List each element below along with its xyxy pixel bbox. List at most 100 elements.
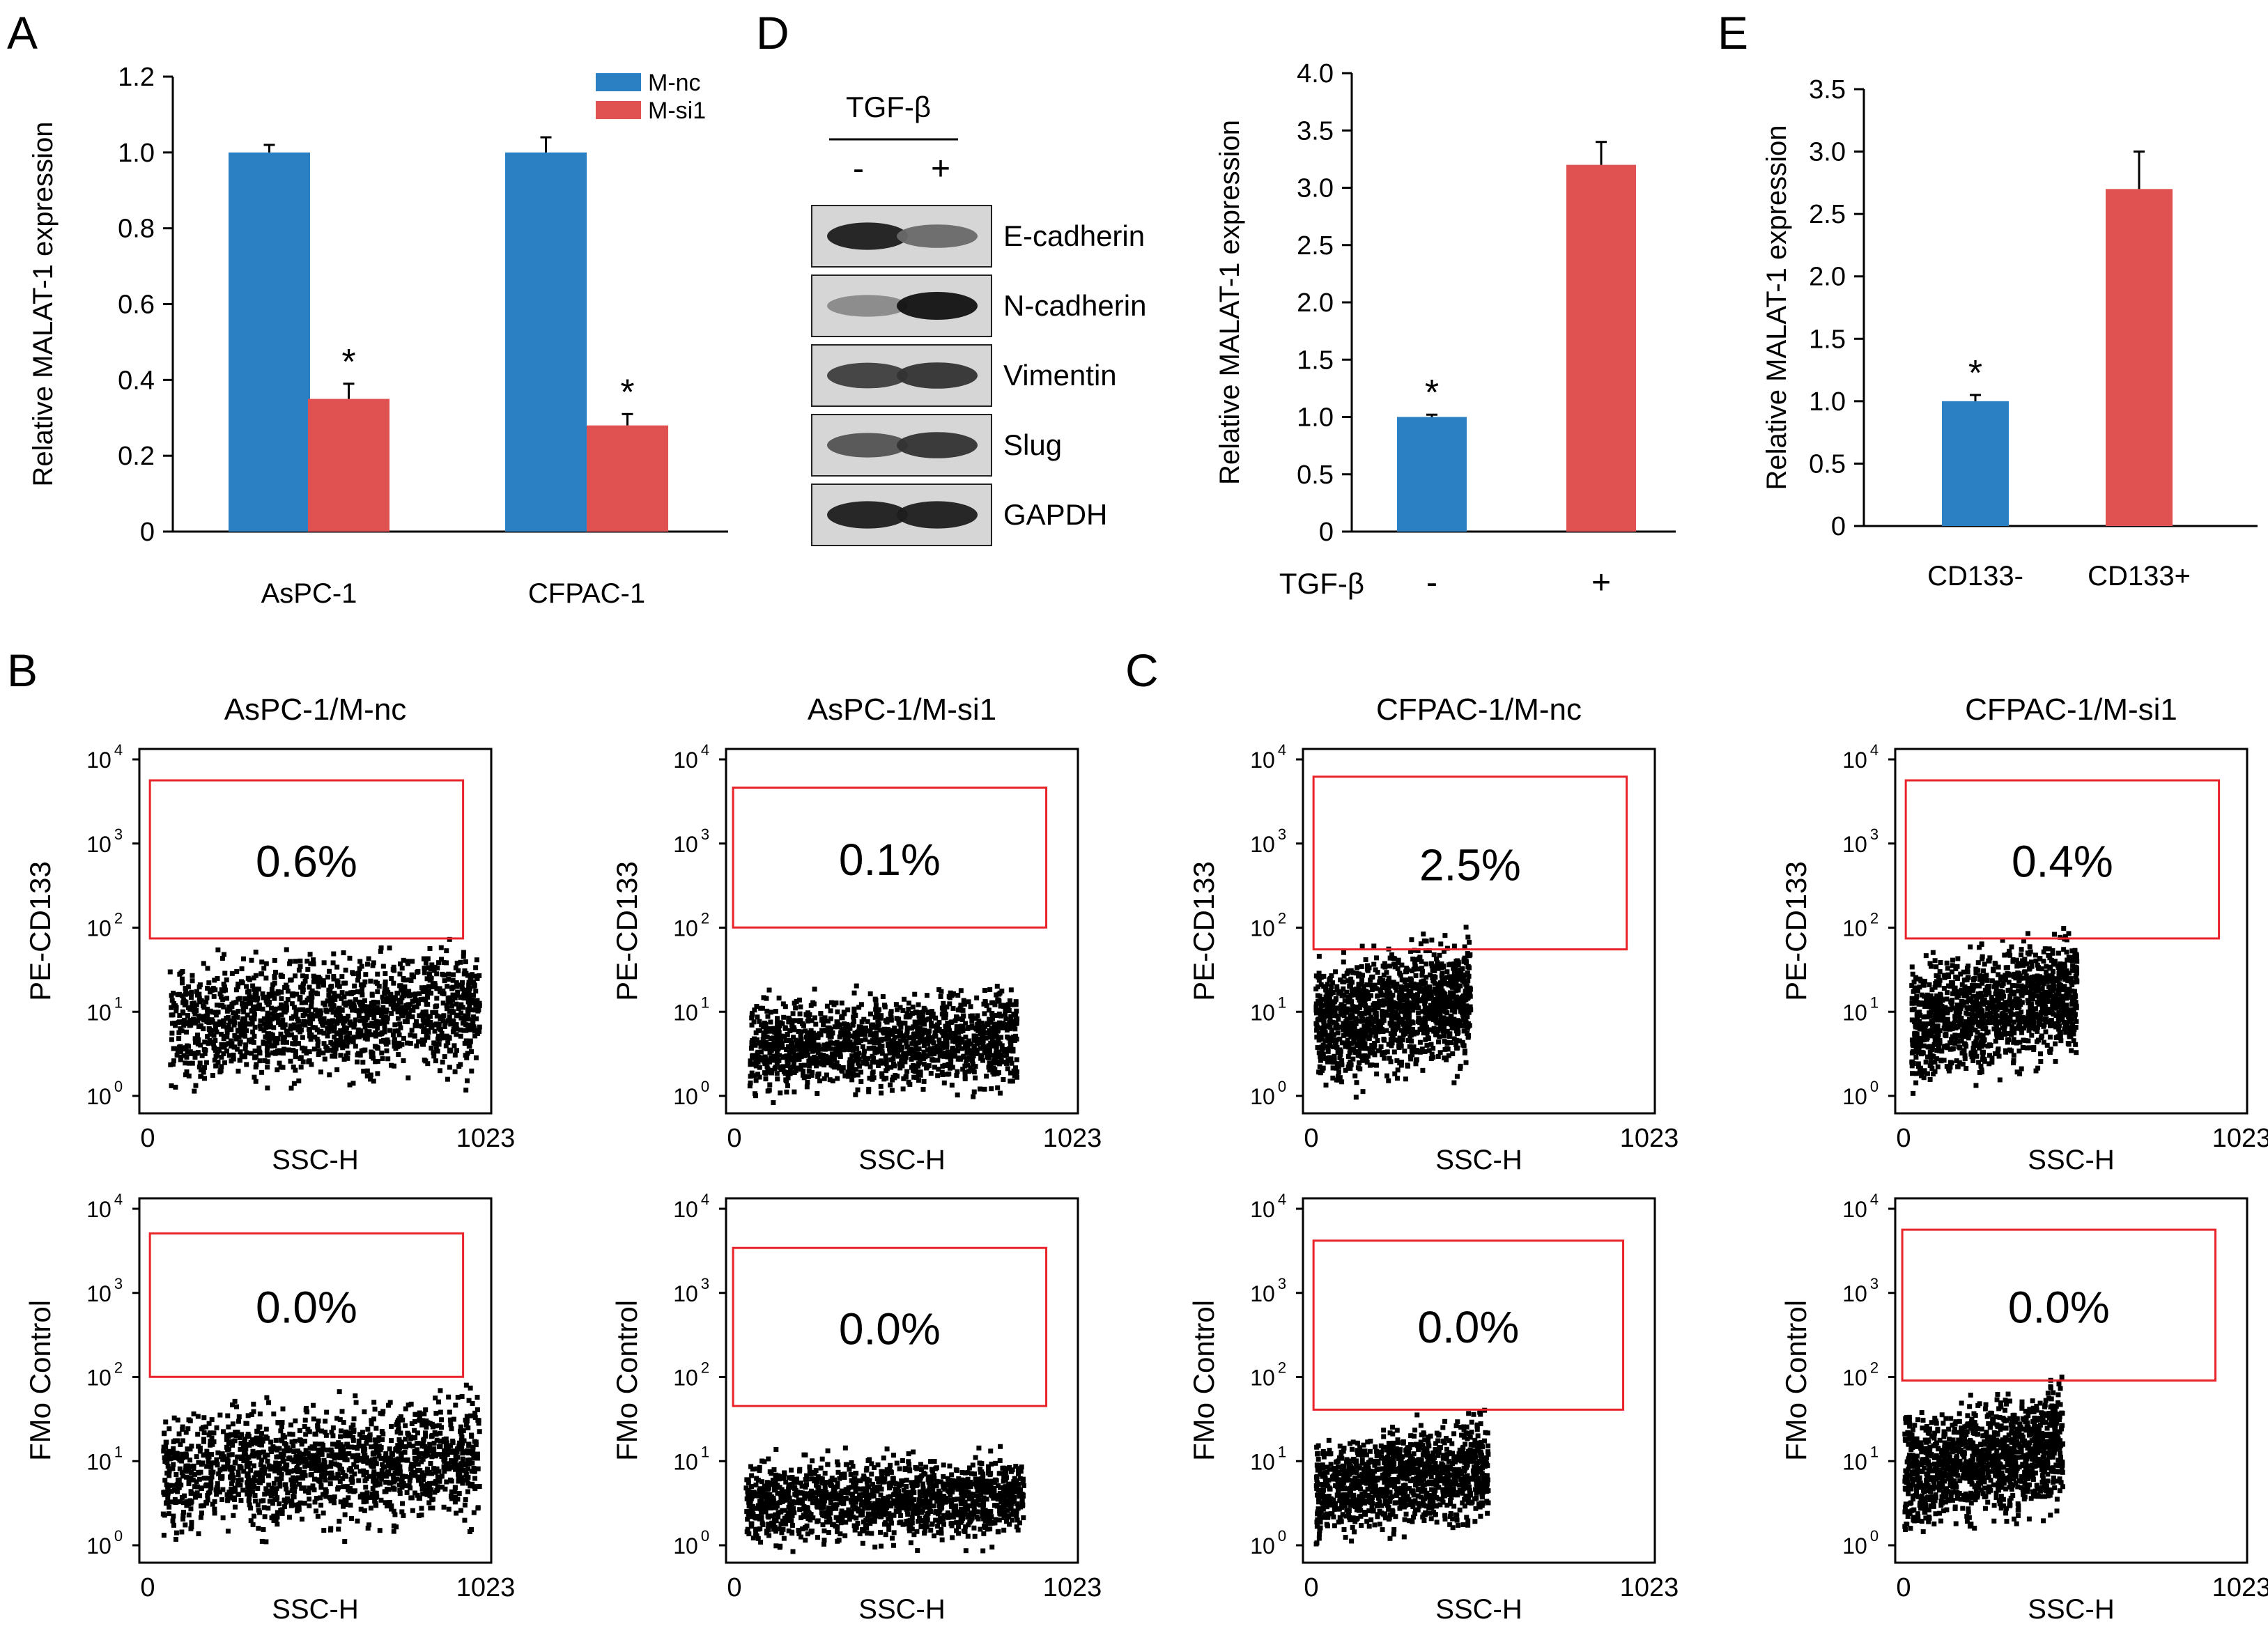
scatter-dot bbox=[973, 1075, 978, 1081]
scatter-dot bbox=[796, 1046, 801, 1052]
scatter-dot bbox=[245, 989, 251, 995]
scatter-dot bbox=[1975, 1030, 1980, 1035]
y-tick-label: 3.5 bbox=[1809, 75, 1846, 105]
scatter-dot bbox=[454, 1032, 459, 1037]
scatter-dot bbox=[1444, 1028, 1450, 1034]
scatter-dot bbox=[904, 1011, 910, 1016]
scatter-dot bbox=[885, 1034, 890, 1039]
scatter-dot bbox=[946, 1071, 952, 1076]
scatter-dot bbox=[261, 1016, 267, 1021]
scatter-dot bbox=[231, 1015, 237, 1021]
scatter-dot bbox=[375, 1071, 380, 1076]
scatter-dot bbox=[1445, 1021, 1451, 1026]
scatter-dot bbox=[888, 1082, 893, 1088]
scatter-dot bbox=[866, 1086, 872, 1092]
scatter-dot bbox=[969, 1051, 975, 1056]
scatter-dot bbox=[356, 999, 362, 1005]
scatter-dot bbox=[1388, 980, 1394, 986]
scatter-dot bbox=[242, 1054, 248, 1060]
scatter-dot bbox=[1434, 1021, 1440, 1026]
scatter-dot bbox=[406, 993, 412, 999]
scatter-dot bbox=[756, 1054, 762, 1060]
scatter-dot bbox=[420, 1016, 426, 1022]
scatter-dot bbox=[215, 1022, 221, 1028]
scatter-dot bbox=[1405, 1063, 1410, 1069]
scatter-dot bbox=[1463, 1060, 1469, 1065]
scatter-dot bbox=[1405, 1012, 1410, 1018]
blot-protein-label: Vimentin bbox=[1003, 359, 1117, 392]
scatter-dot bbox=[422, 986, 428, 991]
scatter-dot bbox=[1914, 993, 1920, 999]
scatter-dot bbox=[1449, 1014, 1454, 1020]
scatter-dot bbox=[382, 1023, 387, 1028]
scatter-dot bbox=[782, 1034, 787, 1039]
scatter-dot bbox=[1323, 1056, 1329, 1061]
scatter-dot bbox=[2021, 1026, 2027, 1031]
scatter-dot bbox=[888, 1057, 894, 1062]
blot-band bbox=[897, 292, 978, 320]
scatter-dot bbox=[461, 950, 466, 955]
scatter-dot bbox=[1415, 966, 1421, 972]
scatter-dot bbox=[1316, 977, 1322, 983]
scatter-dot bbox=[1012, 1026, 1018, 1032]
scatter-dot bbox=[1921, 1030, 1927, 1036]
scatter-dot bbox=[317, 1013, 323, 1019]
scatter-dot bbox=[1414, 982, 1419, 987]
scatter-dot bbox=[277, 1005, 283, 1011]
scatter-dot bbox=[828, 1040, 833, 1046]
scatter-dot bbox=[1335, 1049, 1341, 1055]
scatter-dot bbox=[793, 1037, 799, 1043]
scatter-dot bbox=[873, 1003, 879, 1008]
scatter-dot bbox=[1427, 996, 1433, 1001]
scatter-dot bbox=[415, 968, 421, 974]
scatter-dot bbox=[879, 1071, 885, 1076]
scatter-dot bbox=[462, 968, 468, 973]
scatter-dot bbox=[1369, 1022, 1375, 1028]
scatter-dot bbox=[775, 1016, 780, 1021]
scatter-dot bbox=[292, 1041, 298, 1046]
scatter-dot bbox=[977, 1086, 982, 1092]
scatter-dot bbox=[1014, 1020, 1019, 1026]
scatter-dot bbox=[821, 1076, 827, 1081]
scatter-dot bbox=[934, 1028, 939, 1033]
scatter-dot bbox=[1372, 1005, 1378, 1011]
scatter-dot bbox=[324, 1020, 330, 1026]
scatter-dot bbox=[1380, 980, 1385, 986]
scatter-dot bbox=[1997, 1077, 2003, 1083]
scatter-dot bbox=[937, 1042, 943, 1048]
scatter-dot bbox=[171, 1058, 177, 1064]
scatter-dot bbox=[953, 1048, 959, 1053]
scatter-dot bbox=[1413, 973, 1419, 978]
scatter-dot bbox=[2032, 988, 2038, 993]
scatter-dot bbox=[813, 1021, 819, 1027]
scatter-dot bbox=[840, 1068, 845, 1074]
scatter-dot bbox=[992, 1002, 998, 1007]
scatter-dot bbox=[470, 1020, 476, 1026]
scatter-dot bbox=[1435, 959, 1440, 965]
scatter-dot bbox=[251, 1008, 256, 1014]
scatter-dot bbox=[1314, 1028, 1320, 1033]
scatter-dot bbox=[812, 987, 817, 992]
scatter-dot bbox=[414, 1019, 419, 1024]
scatter-dot bbox=[912, 991, 918, 997]
scatter-dot bbox=[2006, 980, 2012, 985]
scatter-dot bbox=[270, 982, 276, 988]
scatter-dot bbox=[1413, 1058, 1419, 1063]
scatter-dot bbox=[1449, 1000, 1454, 1006]
scatter-dot bbox=[1450, 984, 1456, 990]
scatter-dot bbox=[853, 1040, 858, 1046]
scatter-dot bbox=[1415, 1029, 1421, 1035]
scatter-dot bbox=[1958, 971, 1964, 977]
scatter-dot bbox=[424, 1012, 429, 1018]
scatter-dot bbox=[435, 965, 440, 971]
scatter-dot bbox=[1410, 1007, 1416, 1013]
scatter-dot bbox=[338, 1028, 344, 1033]
scatter-dot bbox=[958, 988, 964, 993]
scatter-dot bbox=[1419, 973, 1425, 978]
scatter-dot bbox=[1355, 965, 1360, 971]
scatter-dot bbox=[221, 1018, 226, 1023]
scatter-dot bbox=[1962, 1053, 1968, 1058]
scatter-dot bbox=[203, 999, 209, 1005]
blot-lane-label: - bbox=[853, 150, 864, 187]
scatter-dot bbox=[2069, 948, 2075, 954]
